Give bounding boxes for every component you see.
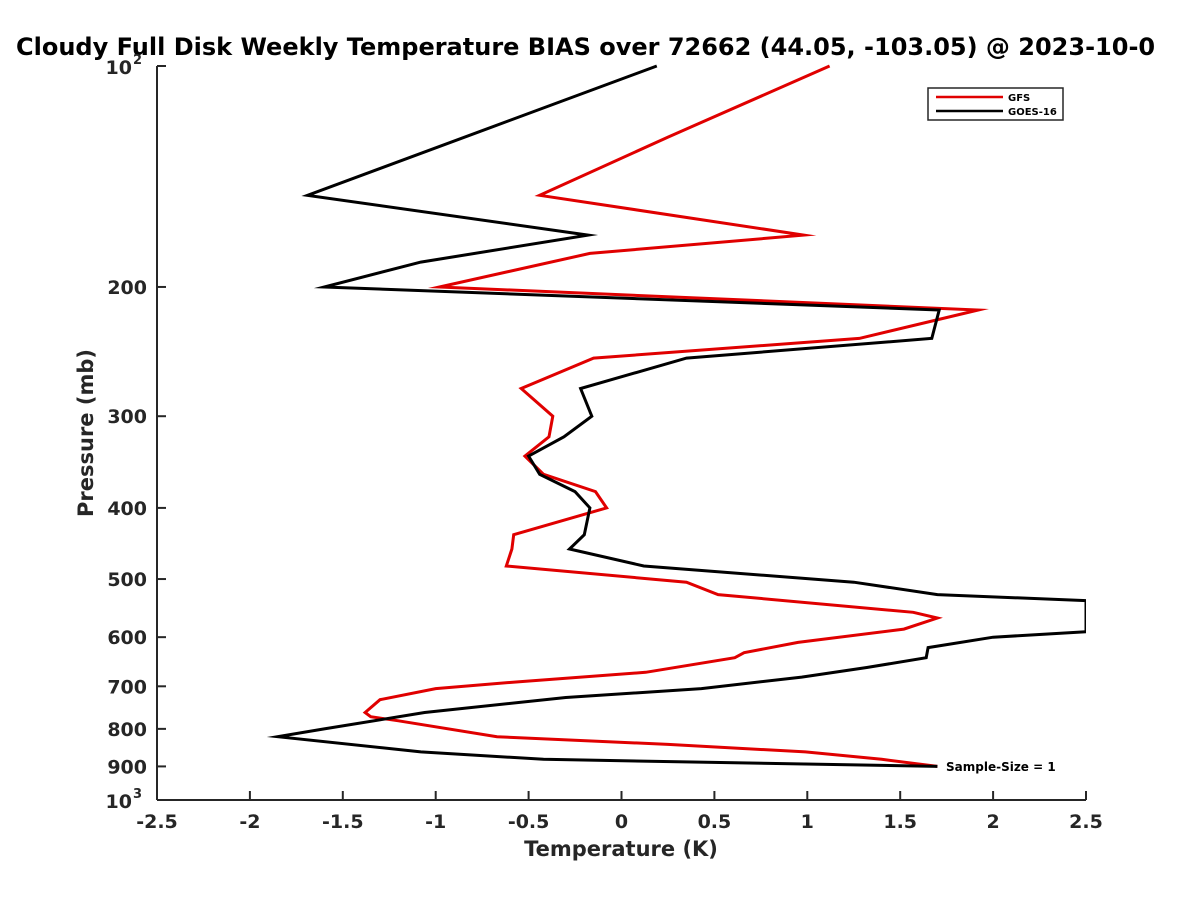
y-axis-label: Pressure (mb) <box>74 349 98 517</box>
sample-size-annotation: Sample-Size = 1 <box>946 760 1056 774</box>
series-layer <box>266 64 1086 768</box>
x-tick-label: 2.5 <box>1069 811 1103 833</box>
x-tick-label: -1 <box>425 811 446 833</box>
legend: GFS GOES-16 <box>927 87 1064 121</box>
y-tick-label: 900 <box>107 756 147 778</box>
x-tick-label: 2 <box>986 811 999 833</box>
x-tick-label: 1.5 <box>883 811 917 833</box>
x-tick-label: 0.5 <box>698 811 732 833</box>
x-axis-label: Temperature (K) <box>524 837 718 861</box>
y-tick-label: 800 <box>107 719 147 741</box>
y-tick-exponent: 3 <box>133 787 142 802</box>
x-tick-label: -2 <box>239 811 260 833</box>
chart-title: Cloudy Full Disk Weekly Temperature BIAS… <box>16 33 1155 61</box>
y-tick-label: 400 <box>107 498 147 520</box>
y-tick-label: 300 <box>107 406 147 428</box>
y-tick-exponent: 2 <box>133 53 142 68</box>
legend-label: GOES-16 <box>1008 107 1057 118</box>
x-tick-label: -0.5 <box>508 811 550 833</box>
legend-entries: GFS GOES-16 <box>936 93 1057 118</box>
legend-label: GFS <box>1008 93 1030 104</box>
x-ticks: -2.5 -2 -1.5 -1 -0.5 0 0.5 1 1.5 2 2.5 <box>136 791 1103 833</box>
series-line-gfs <box>362 64 990 768</box>
x-tick-label: -1.5 <box>322 811 364 833</box>
y-tick-label: 10 <box>106 57 132 79</box>
y-tick-label: 700 <box>107 676 147 698</box>
x-tick-label: 0 <box>615 811 628 833</box>
x-tick-label: 1 <box>801 811 814 833</box>
legend-box <box>927 87 1064 121</box>
y-tick-label: 600 <box>107 627 147 649</box>
x-tick-label: -2.5 <box>136 811 178 833</box>
series-line-goes-16 <box>266 64 1086 768</box>
y-tick-label: 500 <box>107 569 147 591</box>
y-tick-label: 200 <box>107 277 147 299</box>
y-tick-label: 10 <box>106 791 132 813</box>
